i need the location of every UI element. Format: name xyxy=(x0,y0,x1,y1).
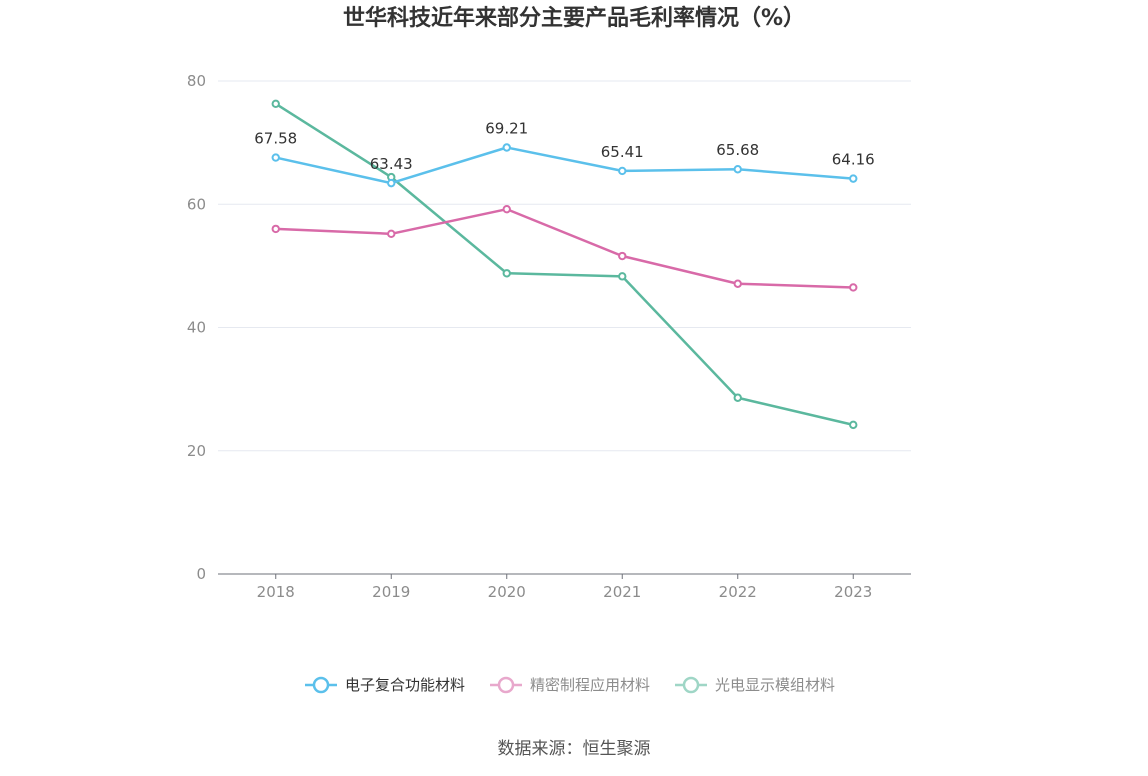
legend-marker xyxy=(682,676,700,694)
data-label: 65.68 xyxy=(716,141,759,159)
data-point xyxy=(733,165,742,174)
series-line-2 xyxy=(275,207,854,289)
legend-label: 光电显示模组材料 xyxy=(715,676,835,694)
data-point xyxy=(502,269,511,278)
legend-marker xyxy=(497,676,515,694)
x-axis: 2018 2019 2020 2021 2022 2023 xyxy=(218,573,911,601)
series-line-3 xyxy=(275,102,854,427)
data-label: 69.21 xyxy=(485,119,528,137)
x-tick-label: 2020 xyxy=(488,583,526,601)
legend-label: 电子复合功能材料 xyxy=(345,676,465,694)
y-tick-label: 20 xyxy=(187,442,206,460)
data-point xyxy=(618,272,627,281)
legend-item-1[interactable]: 电子复合功能材料 xyxy=(305,676,465,694)
legend-item-2[interactable]: 精密制程应用材料 xyxy=(490,676,650,694)
data-point xyxy=(271,99,280,109)
data-point xyxy=(733,393,742,402)
data-point xyxy=(502,143,511,152)
legend-item-3[interactable]: 光电显示模组材料 xyxy=(675,676,835,694)
legend-marker xyxy=(312,676,330,694)
data-point xyxy=(849,174,858,183)
y-axis: 0 20 40 60 80 xyxy=(187,72,206,583)
series-line-1 xyxy=(275,146,854,185)
y-tick-label: 60 xyxy=(187,195,206,213)
data-point xyxy=(502,204,511,214)
data-point xyxy=(618,166,627,176)
grid-lines xyxy=(218,80,911,452)
source-note: 数据来源：恒生聚源 xyxy=(498,739,651,759)
legend[interactable]: 电子复合功能材料 精密制程应用材料 光电显示模组材料 xyxy=(305,676,835,694)
data-point xyxy=(733,279,742,288)
y-tick-label: 80 xyxy=(187,72,206,90)
data-label: 65.41 xyxy=(601,143,644,161)
data-label: 63.43 xyxy=(370,155,413,173)
data-point xyxy=(618,251,627,261)
y-tick-label: 0 xyxy=(196,565,206,583)
data-point xyxy=(849,420,858,430)
data-label: 67.58 xyxy=(254,130,297,148)
x-tick-label: 2019 xyxy=(372,583,410,601)
series-group: 67.58 63.43 69.21 65.41 65.68 64.16 xyxy=(254,99,875,430)
data-point xyxy=(271,224,280,234)
x-tick-label: 2023 xyxy=(834,583,872,601)
chart-title: 世华科技近年来部分主要产品毛利率情况（%） xyxy=(343,5,805,31)
y-tick-label: 40 xyxy=(187,319,206,337)
data-point xyxy=(387,178,396,188)
x-tick-label: 2022 xyxy=(719,583,757,601)
data-label: 64.16 xyxy=(832,151,875,169)
x-tick-label: 2018 xyxy=(257,583,295,601)
legend-label: 精密制程应用材料 xyxy=(530,676,650,694)
data-point xyxy=(387,229,396,239)
data-point xyxy=(849,283,858,292)
data-point xyxy=(271,153,280,162)
x-tick-label: 2021 xyxy=(603,583,641,601)
